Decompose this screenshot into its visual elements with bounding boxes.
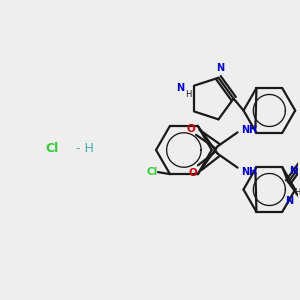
Text: N: N bbox=[289, 166, 298, 176]
Text: Cl: Cl bbox=[45, 142, 58, 154]
Text: - H: - H bbox=[72, 142, 93, 154]
Text: O: O bbox=[187, 124, 195, 134]
Text: N: N bbox=[176, 83, 184, 93]
Text: O: O bbox=[188, 168, 197, 178]
Text: H: H bbox=[185, 90, 191, 99]
Text: H: H bbox=[294, 188, 300, 197]
Text: Cl: Cl bbox=[146, 167, 158, 177]
Text: NH: NH bbox=[241, 167, 258, 177]
Text: N: N bbox=[285, 196, 293, 206]
Text: NH: NH bbox=[241, 125, 258, 135]
Text: N: N bbox=[216, 63, 224, 73]
